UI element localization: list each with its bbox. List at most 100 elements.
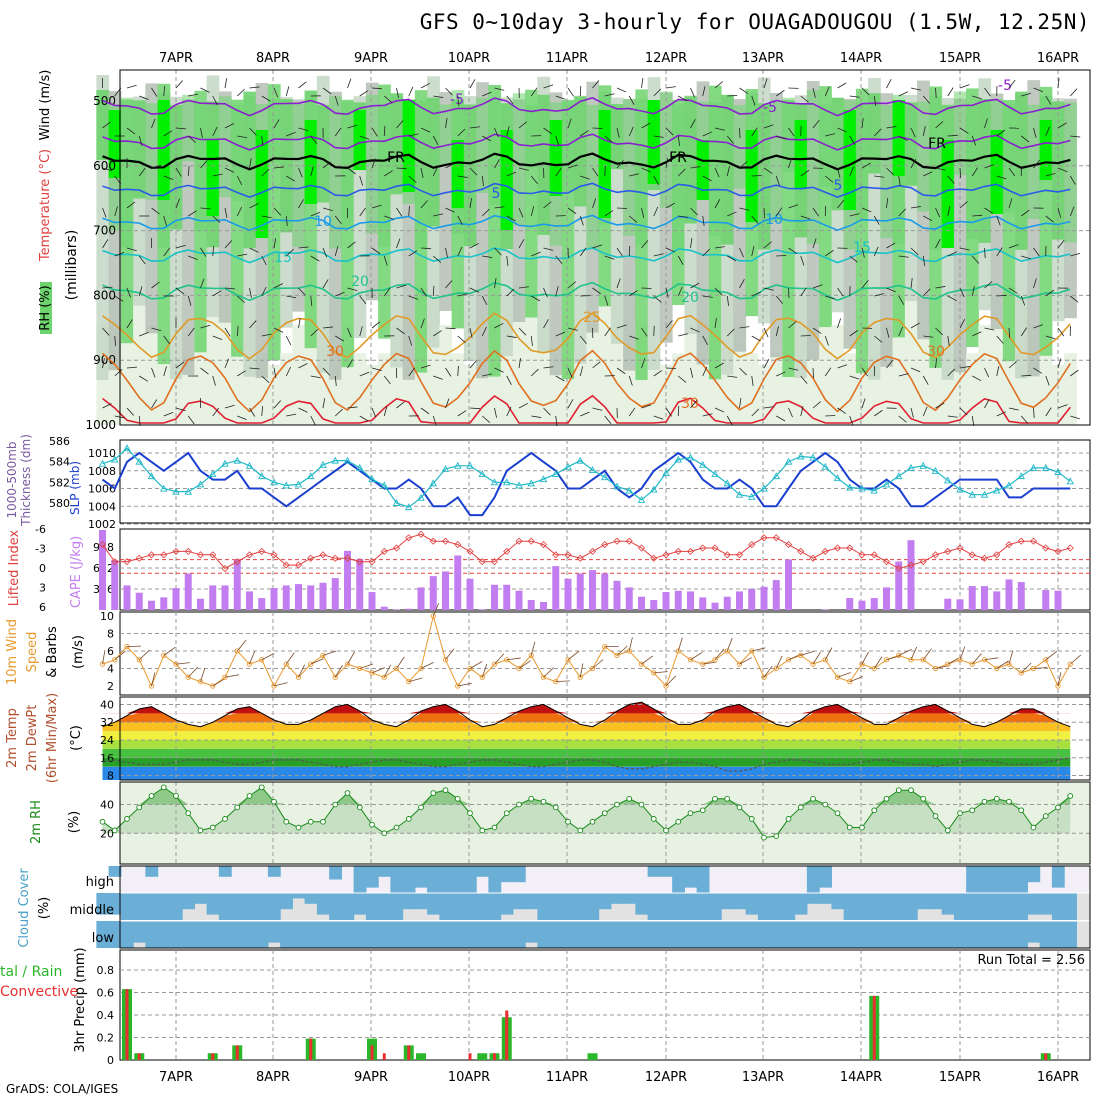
cape-bar-4 bbox=[148, 600, 155, 610]
wind-barb-36-5 bbox=[543, 287, 548, 298]
wind-10m-barb-0 bbox=[102, 650, 106, 665]
li-tick-3: 3 bbox=[39, 582, 46, 595]
wind-barb-2-8 bbox=[126, 407, 134, 416]
wind-barb-63-1 bbox=[873, 128, 882, 137]
wind-barb-29-2 bbox=[457, 175, 468, 178]
rh-shade-low-72 bbox=[978, 325, 992, 425]
thickness-point-33 bbox=[502, 478, 511, 486]
wind-barb-72-2 bbox=[984, 164, 995, 169]
wind-barb-25-5 bbox=[408, 295, 419, 300]
wind-10m-barb-7 bbox=[187, 666, 199, 678]
lifted-index-point-13 bbox=[258, 547, 266, 555]
wind-barb-57-0 bbox=[800, 95, 809, 103]
cape-bar-28 bbox=[442, 571, 449, 610]
wind-barb-65-6 bbox=[898, 326, 904, 337]
wind-speed-point-75 bbox=[1018, 670, 1024, 676]
cloud-bar-2-50 bbox=[708, 921, 722, 948]
wind-barb-0-4 bbox=[102, 239, 109, 249]
cloud-bar-0-59 bbox=[819, 866, 832, 888]
wind-barb-14-3 bbox=[273, 207, 282, 216]
cloud-bar-2-65 bbox=[892, 921, 906, 948]
temp-band-6 bbox=[102, 713, 1071, 723]
ylabel-temp2m-d: (°C) bbox=[69, 725, 84, 751]
cloud-bar-0-73 bbox=[990, 866, 1004, 893]
lifted-index-point-53 bbox=[748, 541, 756, 549]
wind-barb-28-1 bbox=[445, 118, 448, 129]
wind-barb-26-7 bbox=[420, 364, 431, 369]
wind-barb-15-8 bbox=[286, 413, 297, 417]
wind-barb-69-0 bbox=[947, 87, 954, 97]
wind-barb-0-6 bbox=[102, 327, 110, 336]
cloud-bar-0-76 bbox=[1027, 866, 1041, 883]
cloud-bar-2-16 bbox=[292, 921, 306, 948]
wind-barb-46-1 bbox=[665, 127, 674, 136]
wind-barb-72-4 bbox=[984, 247, 986, 259]
ylabel-temp2m-a: 2m Temp bbox=[5, 708, 20, 768]
rh2m-point-54 bbox=[761, 834, 767, 841]
cloud-bar-2-7 bbox=[182, 921, 195, 948]
wind-barb-51-2 bbox=[726, 166, 730, 177]
cloud-bar-2-75 bbox=[1015, 921, 1028, 948]
rh-tick-1: 20 bbox=[100, 827, 114, 840]
precip-conv-bar-23 bbox=[382, 1053, 386, 1060]
wind-barb-59-6 bbox=[824, 335, 829, 346]
wind-barb-11-1 bbox=[237, 135, 248, 139]
thickness-point-44 bbox=[637, 495, 646, 503]
wind-barb-43-3 bbox=[628, 215, 638, 223]
wind-barb-43-1 bbox=[628, 126, 634, 137]
wind-barb-47-0 bbox=[678, 95, 688, 102]
cloud-bar-1-12 bbox=[243, 893, 257, 920]
wind-barb-72-7 bbox=[984, 367, 990, 378]
cape-bar-70 bbox=[956, 599, 964, 610]
wind-barb-55-5 bbox=[775, 295, 783, 304]
lifted-index-point-21 bbox=[356, 558, 364, 566]
precip-tick-2: 0.4 bbox=[97, 1009, 115, 1022]
wind-10m-barb-27 bbox=[432, 602, 440, 617]
wind-barb-45-5 bbox=[653, 295, 662, 303]
cape-bar-17 bbox=[307, 585, 315, 610]
wind-barb-7-4 bbox=[188, 255, 198, 260]
wind-barb-8-6 bbox=[200, 324, 211, 329]
rh-shade-green-36 bbox=[537, 94, 551, 235]
wind-barb-75-4 bbox=[1021, 255, 1031, 260]
isotherm-label-12: 20 bbox=[351, 274, 369, 290]
isotherm-label-16: 30 bbox=[927, 344, 945, 360]
wind-barb-23-2 bbox=[384, 170, 393, 177]
wind-barb-66-6 bbox=[910, 322, 920, 329]
cloud-bar-1-10 bbox=[218, 893, 232, 920]
wind-barb-78-6 bbox=[1057, 327, 1065, 337]
temp-band-2 bbox=[102, 748, 1071, 758]
rh-shade-green-64 bbox=[880, 104, 894, 239]
wind-barb-56-7 bbox=[788, 367, 799, 371]
lifted-index-point-11 bbox=[233, 558, 241, 566]
wind-10m-barb-77 bbox=[1045, 651, 1058, 661]
wind-10m-barb-36 bbox=[543, 667, 554, 678]
wind-barb-74-6 bbox=[1008, 327, 1011, 339]
wind-barb-56-3 bbox=[788, 204, 799, 209]
wind-barb-36-3 bbox=[543, 201, 552, 209]
thickness-point-22 bbox=[368, 475, 376, 483]
wind-barb-76-4 bbox=[1033, 247, 1040, 257]
wind-barb-54-3 bbox=[763, 207, 765, 219]
rh-shade-green-11 bbox=[231, 104, 244, 202]
wind-barb-18-5 bbox=[322, 279, 329, 289]
wind-barb-14-0 bbox=[273, 87, 279, 98]
rh-shade-green-68 bbox=[929, 96, 943, 250]
wind-barb-52-7 bbox=[739, 367, 747, 376]
wind-barb-55-4 bbox=[776, 255, 787, 257]
rh2m-point-11 bbox=[234, 804, 241, 811]
wind-barb-78-3 bbox=[1057, 207, 1061, 218]
isotherm-1 bbox=[102, 133, 1071, 151]
cloud-bar-1-27 bbox=[427, 893, 440, 915]
rh2m-point-45 bbox=[650, 816, 657, 822]
cloud-bar-0-27 bbox=[427, 866, 440, 893]
wind-speed-point-25 bbox=[406, 678, 412, 685]
wind-barb-26-8 bbox=[420, 407, 430, 415]
precip-conv-bar-22 bbox=[370, 1045, 374, 1060]
wind-barb-67-3 bbox=[923, 215, 933, 222]
rh2m-point-61 bbox=[846, 824, 853, 831]
wind-barb-56-8 bbox=[788, 407, 793, 418]
wind-speed-point-74 bbox=[1006, 661, 1012, 667]
wind-barb-65-0 bbox=[898, 91, 908, 97]
